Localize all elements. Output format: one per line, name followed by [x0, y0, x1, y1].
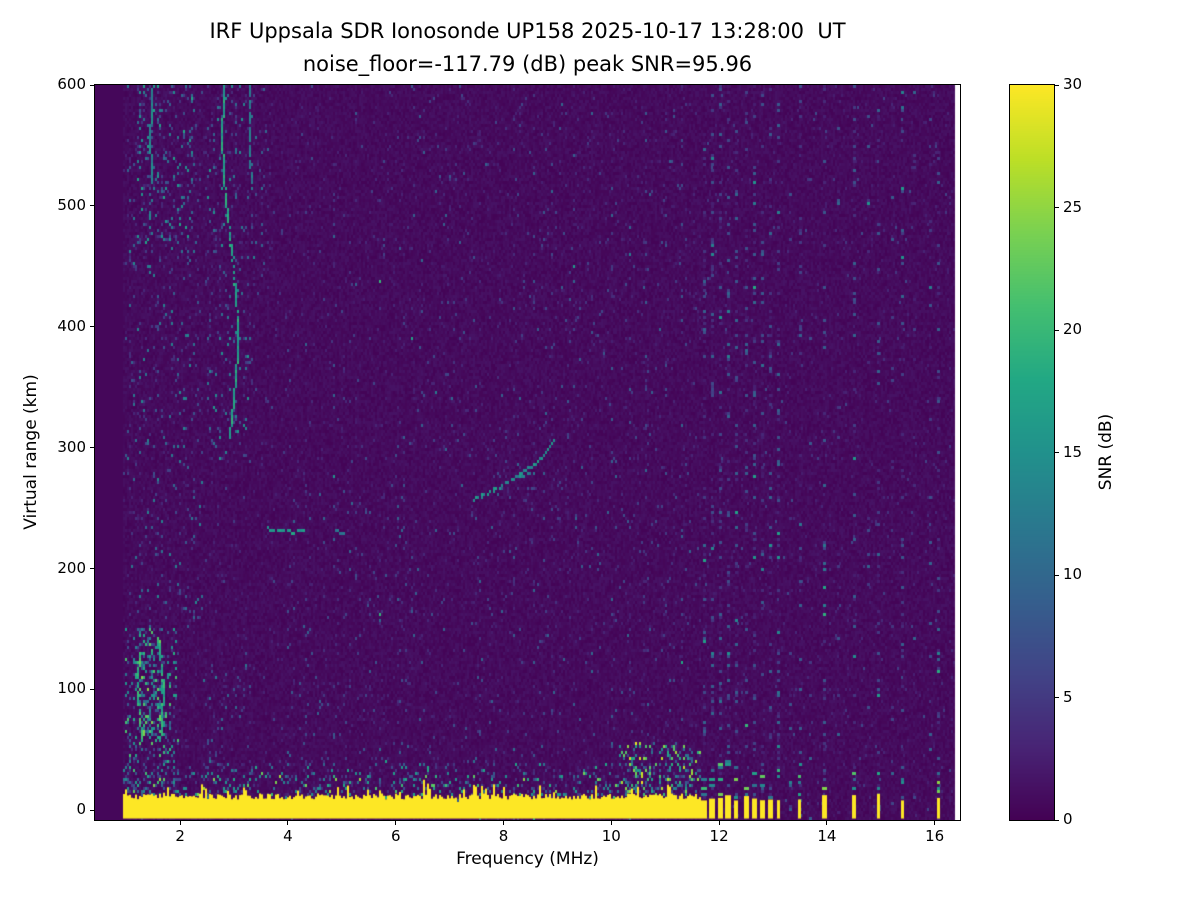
colorbar-tick-label: 15 [1063, 442, 1083, 461]
x-tick-mark [395, 821, 397, 825]
y-tick-mark [90, 688, 94, 690]
colorbar-tick-label: 5 [1063, 687, 1073, 706]
x-tick-label: 8 [498, 827, 509, 845]
y-tick-mark [90, 205, 94, 207]
x-tick-mark [503, 821, 505, 825]
plot-title: IRF Uppsala SDR Ionosonde UP158 2025-10-… [209, 19, 846, 43]
colorbar-tick-mark [1055, 329, 1059, 331]
colorbar-tick-mark [1055, 819, 1059, 821]
colorbar-tick-mark [1055, 574, 1059, 576]
x-tick-label: 12 [709, 827, 729, 845]
x-tick-label: 16 [925, 827, 945, 845]
x-axis-label: Frequency (MHz) [456, 849, 599, 869]
colorbar-tick-label: 25 [1063, 197, 1083, 216]
y-tick-label: 600 [57, 75, 86, 93]
x-tick-mark [718, 821, 720, 825]
plot-subtitle: noise_floor=-117.79 (dB) peak SNR=95.96 [302, 52, 753, 76]
x-tick-mark [934, 821, 936, 825]
colorbar-tick-label: 20 [1063, 320, 1083, 338]
x-tick-label: 14 [817, 827, 837, 845]
y-axis-label: Virtual range (km) [21, 374, 41, 530]
colorbar-frame [1009, 84, 1055, 821]
x-tick-label: 4 [283, 827, 293, 845]
y-tick-mark [90, 809, 94, 811]
x-tick-mark [610, 821, 612, 825]
colorbar-label: SNR (dB) [1096, 413, 1116, 491]
x-tick-mark [826, 821, 828, 825]
y-tick-label: 400 [57, 316, 86, 335]
y-tick-label: 0 [76, 800, 86, 819]
colorbar-tick-mark [1055, 207, 1059, 208]
y-tick-label: 200 [57, 558, 86, 577]
plot-frame [94, 84, 961, 821]
y-tick-label: 300 [57, 437, 86, 456]
colorbar-tick-label: 0 [1063, 810, 1073, 828]
ionogram-heatmap-canvas [95, 85, 960, 820]
y-tick-label: 100 [57, 679, 86, 698]
colorbar-gradient-canvas [1010, 85, 1054, 820]
colorbar-tick-label: 30 [1063, 75, 1083, 93]
x-tick-mark [287, 821, 289, 825]
x-tick-label: 6 [390, 827, 401, 845]
colorbar-tick-label: 10 [1063, 565, 1083, 583]
y-tick-mark [90, 447, 94, 449]
colorbar-tick-mark [1055, 84, 1059, 86]
x-tick-mark [179, 821, 181, 825]
x-tick-label: 10 [601, 827, 621, 845]
y-tick-mark [90, 326, 94, 328]
y-tick-label: 500 [57, 195, 86, 214]
y-tick-mark [90, 84, 94, 86]
colorbar-tick-mark [1055, 452, 1059, 453]
y-tick-mark [90, 568, 94, 570]
colorbar-tick-mark [1055, 697, 1059, 698]
x-tick-label: 2 [175, 827, 185, 845]
